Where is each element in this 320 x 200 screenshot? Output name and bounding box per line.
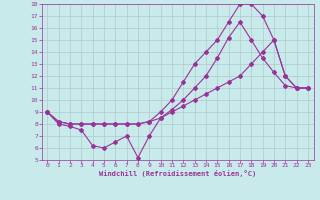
- X-axis label: Windchill (Refroidissement éolien,°C): Windchill (Refroidissement éolien,°C): [99, 170, 256, 177]
